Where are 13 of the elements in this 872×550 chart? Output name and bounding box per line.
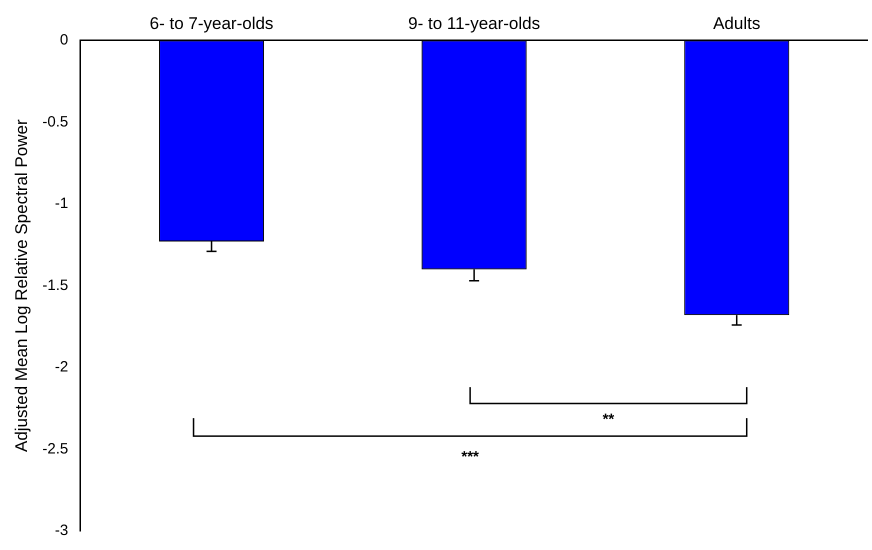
y-axis-title: Adjusted Mean Log Relative Spectral Power <box>12 119 31 452</box>
y-tick-label: 0 <box>60 32 68 49</box>
y-tick-label: -2 <box>54 358 68 376</box>
x-tick-label: 9- to 11-year-olds <box>408 14 540 33</box>
y-tick-label: -1.5 <box>42 276 68 294</box>
y-tick-label: -0.5 <box>42 113 68 130</box>
annotation: ** <box>602 410 614 428</box>
x-tick-label: 6- to 7-year-olds <box>150 14 274 33</box>
y-tick-label: -3 <box>54 522 68 540</box>
annotation: *** <box>461 448 480 466</box>
x-tick-label: Adults <box>713 14 760 33</box>
y-tick-label: -1 <box>54 195 68 212</box>
y-tick-label: -2.5 <box>42 440 68 458</box>
